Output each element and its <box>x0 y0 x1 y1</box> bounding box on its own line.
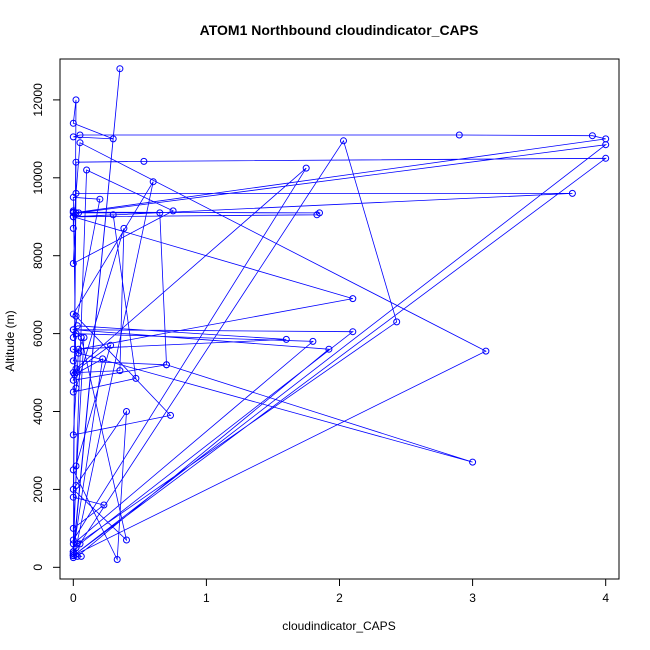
data-point <box>313 211 321 219</box>
data-point <box>123 536 130 544</box>
data-point <box>75 209 83 217</box>
y-tick-label: 0 <box>31 564 45 571</box>
data-point <box>469 458 477 466</box>
data-point <box>69 133 77 141</box>
data-point <box>120 224 128 232</box>
data-point <box>116 65 124 73</box>
data-point <box>282 335 290 343</box>
chart-title: ATOM1 Northbound cloudindicator_CAPS <box>200 22 479 38</box>
data-point <box>73 322 81 330</box>
y-tick-label: 10000 <box>31 161 45 195</box>
data-point <box>80 334 88 341</box>
y-tick-label: 12000 <box>31 83 45 117</box>
data-point <box>69 524 77 532</box>
data-point <box>109 135 117 143</box>
data-point <box>96 195 104 203</box>
data-point <box>76 540 84 548</box>
data-point <box>72 384 80 392</box>
data-point <box>69 213 77 221</box>
data-point <box>69 260 77 267</box>
data-point <box>69 431 77 439</box>
data-point <box>69 552 77 560</box>
series-layer <box>69 65 610 563</box>
x-tick-label: 0 <box>70 591 77 605</box>
data-point <box>169 207 177 215</box>
data-point <box>72 312 80 320</box>
data-point <box>72 482 80 489</box>
data-point <box>140 157 148 165</box>
data-point <box>72 369 80 377</box>
data-point <box>72 544 80 552</box>
y-tick-label: 8000 <box>31 242 45 269</box>
y-tick-label: 6000 <box>31 320 45 347</box>
data-point <box>325 345 333 353</box>
data-point <box>72 96 80 104</box>
data-point <box>302 164 310 172</box>
data-point <box>73 552 81 560</box>
data-point <box>156 209 164 217</box>
data-point <box>69 357 77 365</box>
data-point <box>113 556 121 563</box>
data-point <box>83 166 91 174</box>
x-axis-label: cloudindicator_CAPS <box>282 619 395 633</box>
data-point <box>393 318 401 326</box>
x-tick-label: 1 <box>203 591 210 605</box>
data-point <box>77 552 85 560</box>
data-point <box>309 337 317 345</box>
data-point <box>99 355 107 363</box>
data-point <box>340 137 347 145</box>
data-point <box>77 334 85 341</box>
data-point <box>482 347 490 355</box>
data-point <box>109 211 117 219</box>
data-point <box>107 341 115 349</box>
data-point <box>69 224 77 232</box>
data-point <box>72 158 80 166</box>
data-point <box>455 131 463 139</box>
data-point <box>602 154 610 162</box>
data-point <box>76 139 84 147</box>
data-point <box>69 369 77 377</box>
data-point <box>72 189 80 197</box>
data-point <box>75 345 83 353</box>
y-axis: 0 2000 4000 6000 8000 10000 12000 <box>31 83 61 571</box>
data-point <box>71 371 79 378</box>
data-point <box>76 131 84 139</box>
data-point <box>349 328 357 336</box>
data-point <box>73 540 81 548</box>
x-axis: 0 1 2 3 4 <box>70 578 609 605</box>
data-point <box>69 493 77 501</box>
data-point <box>72 462 80 470</box>
data-point <box>123 408 130 415</box>
data-point <box>568 189 576 197</box>
data-point <box>69 536 77 544</box>
y-axis-label: Altitude (m) <box>3 310 17 371</box>
data-point <box>116 367 124 375</box>
data-point <box>132 374 140 382</box>
x-tick-label: 3 <box>469 591 476 605</box>
x-tick-label: 2 <box>336 591 343 605</box>
data-point <box>69 345 77 353</box>
data-point <box>167 411 174 419</box>
y-tick-label: 4000 <box>31 398 45 425</box>
series-line <box>71 68 608 562</box>
data-point <box>100 501 108 509</box>
y-tick-label: 2000 <box>31 476 45 503</box>
data-point <box>588 132 596 140</box>
data-point <box>69 119 77 127</box>
data-point <box>75 349 83 357</box>
data-point <box>602 141 610 149</box>
x-tick-label: 4 <box>602 591 609 605</box>
data-point <box>149 178 157 186</box>
data-point <box>163 361 170 369</box>
data-point <box>349 295 357 303</box>
data-point <box>69 326 77 334</box>
